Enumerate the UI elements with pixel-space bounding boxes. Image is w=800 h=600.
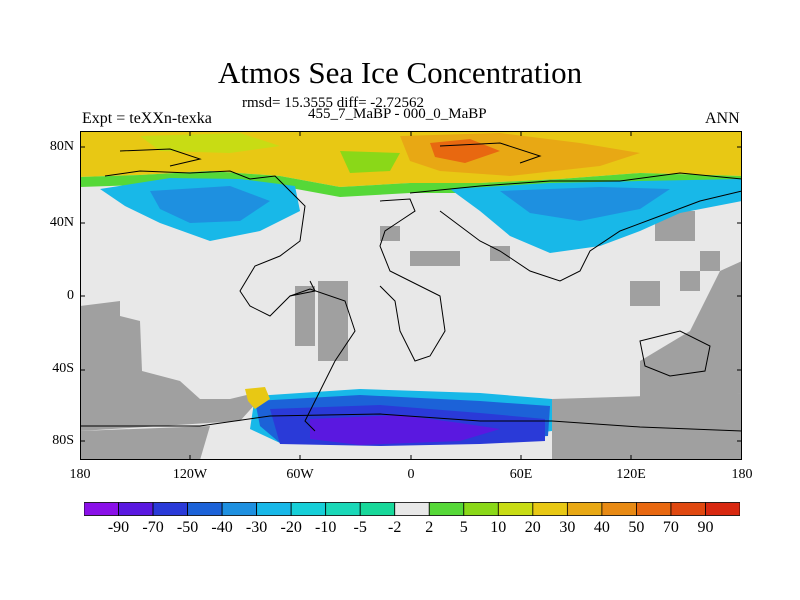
colorbar-box	[256, 502, 292, 516]
colorbar-label: 20	[524, 519, 541, 536]
pacific-ice-core	[150, 186, 270, 223]
colorbar-label: -5	[353, 519, 367, 536]
coastlines	[80, 142, 742, 432]
lon-label-60e: 60E	[509, 467, 533, 482]
colorbar-box	[636, 502, 672, 516]
colorbar-label: 50	[628, 519, 645, 536]
colorbar-label: 2	[425, 519, 434, 536]
colorbar-label: -40	[211, 519, 233, 536]
colorbar-label: 70	[662, 519, 679, 536]
lon-label-120w: 120W	[172, 467, 208, 482]
colorbar-box	[152, 502, 188, 516]
lat-label-40s: 40S	[52, 361, 74, 376]
lon-label-120e: 120E	[616, 467, 646, 482]
atlantic-ice-core	[500, 187, 670, 221]
colorbar-box	[670, 502, 706, 516]
colorbar-label: 5	[459, 519, 468, 536]
colorbar-label: -30	[245, 519, 268, 536]
lon-label-0: 0	[407, 467, 415, 482]
lon-label-180w: 180	[69, 467, 91, 482]
lat-label-80s: 80S	[52, 433, 74, 448]
colorbar-box	[497, 502, 534, 516]
antarctic-sea-ice-anomaly	[245, 387, 552, 446]
lon-label-60w: 60W	[286, 467, 314, 482]
colorbar-box	[394, 502, 430, 516]
lon-label-180e: 180	[731, 467, 753, 482]
colorbar-box	[221, 502, 258, 516]
colorbar-label: -20	[280, 519, 302, 536]
lat-label-40n: 40N	[49, 215, 74, 230]
colorbar-box	[566, 502, 603, 516]
colorbar-box	[532, 502, 568, 516]
colorbar	[84, 502, 740, 516]
experiment-label: Expt = teXXn-texka	[82, 110, 212, 127]
stats-text: rmsd= 15.3555 diff= -2.72562	[242, 95, 425, 111]
colorbar-box	[187, 502, 223, 516]
colorbar-label: 90	[697, 519, 714, 536]
colorbar-label: -90	[107, 519, 130, 536]
colorbar-box	[428, 502, 465, 516]
map-plot	[80, 131, 742, 460]
colorbar-box	[325, 502, 361, 516]
colorbar-box	[290, 502, 327, 516]
colorbar-box	[359, 502, 396, 516]
lat-label-80n: 80N	[49, 139, 74, 154]
colorbar-label: 10	[490, 519, 507, 536]
colorbar-box	[705, 502, 740, 516]
chart-title: Atmos Sea Ice Concentration	[217, 55, 583, 90]
period-label: 455_7_MaBP - 000_0_MaBP	[308, 106, 487, 122]
land-mask	[80, 211, 742, 460]
colorbar-box	[463, 502, 499, 516]
colorbar-box	[118, 502, 154, 516]
colorbar-box	[84, 502, 119, 516]
colorbar-label: -2	[388, 519, 402, 536]
colorbar-label: -70	[142, 519, 164, 536]
colorbar-label: 30	[559, 519, 576, 536]
colorbar-label: -50	[176, 519, 199, 536]
season-label: ANN	[705, 110, 740, 127]
colorbar-box	[601, 502, 637, 516]
axis-ticks	[80, 131, 742, 460]
lat-label-0: 0	[67, 288, 74, 303]
colorbar-label: -10	[315, 519, 337, 536]
colorbar-label: 40	[593, 519, 610, 536]
